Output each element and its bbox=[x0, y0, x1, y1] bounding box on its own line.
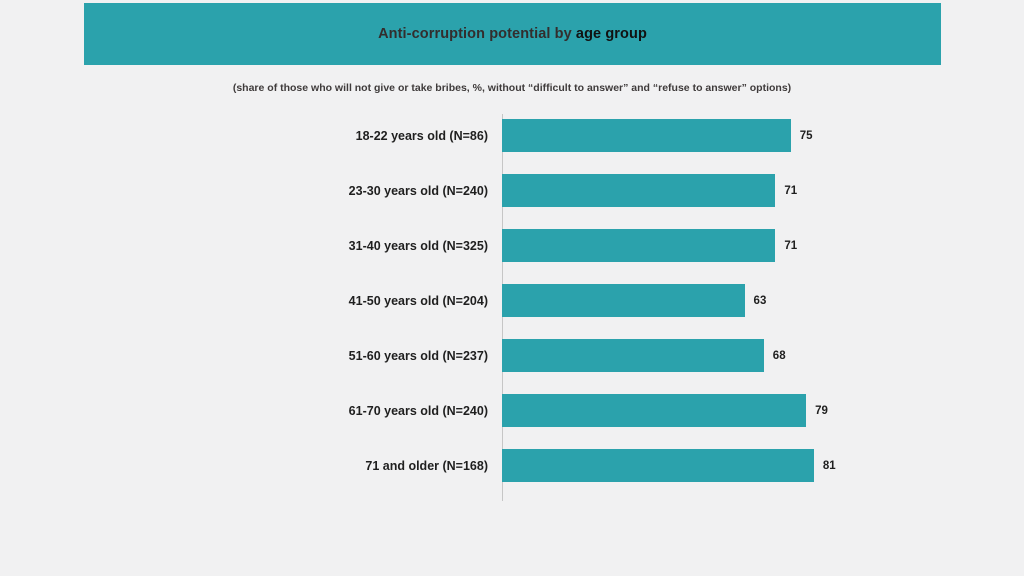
bar-row: 51-60 years old (N=237) 68 bbox=[0, 328, 1024, 383]
bar-area: 63 bbox=[502, 273, 1024, 328]
category-label: 51-60 years old (N=237) bbox=[348, 348, 488, 363]
category-label: 23-30 years old (N=240) bbox=[348, 183, 488, 198]
value-label: 68 bbox=[772, 349, 786, 362]
bar-chart: 18-22 years old (N=86) 75 23-30 years ol… bbox=[0, 108, 1024, 501]
bar-row: 61-70 years old (N=240) 79 bbox=[0, 383, 1024, 438]
bar bbox=[502, 394, 807, 427]
bar-row: 23-30 years old (N=240) 71 bbox=[0, 163, 1024, 218]
bar-row: 18-22 years old (N=86) 75 bbox=[0, 108, 1024, 163]
bar-row: 31-40 years old (N=325) 71 bbox=[0, 218, 1024, 273]
bar-area: 75 bbox=[502, 108, 1024, 163]
value-label: 81 bbox=[822, 459, 836, 472]
bar-area: 71 bbox=[502, 163, 1024, 218]
value-label: 79 bbox=[815, 404, 828, 417]
value-label: 75 bbox=[799, 129, 813, 142]
category-label: 31-40 years old (N=325) bbox=[348, 238, 488, 253]
title-banner: Anti-corruption potential by age group bbox=[84, 3, 941, 65]
category-label: 41-50 years old (N=204) bbox=[348, 293, 488, 308]
bar-area: 79 bbox=[502, 383, 1024, 438]
bar-row: 71 and older (N=168) 81 bbox=[0, 438, 1024, 493]
chart-subtitle: (share of those who will not give or tak… bbox=[232, 82, 792, 94]
page-title: Anti-corruption potential by age group bbox=[378, 26, 647, 42]
bar bbox=[502, 229, 776, 262]
bar-area: 71 bbox=[502, 218, 1024, 273]
category-label: 18-22 years old (N=86) bbox=[355, 128, 488, 143]
page-title-emphasis: age group bbox=[575, 26, 647, 42]
bar bbox=[502, 449, 814, 482]
bar-area: 81 bbox=[502, 438, 1024, 493]
bar-row: 41-50 years old (N=204) 63 bbox=[0, 273, 1024, 328]
value-label: 63 bbox=[753, 294, 767, 307]
bar bbox=[502, 119, 791, 152]
bar bbox=[502, 174, 776, 207]
category-label: 61-70 years old (N=240) bbox=[348, 403, 488, 418]
category-label: 71 and older (N=168) bbox=[365, 458, 488, 473]
bar bbox=[502, 284, 745, 317]
bar bbox=[502, 339, 764, 372]
page-title-prefix: Anti-corruption potential by bbox=[378, 26, 576, 42]
value-label: 71 bbox=[784, 184, 798, 197]
bar-area: 68 bbox=[502, 328, 1024, 383]
value-label: 71 bbox=[784, 239, 798, 252]
